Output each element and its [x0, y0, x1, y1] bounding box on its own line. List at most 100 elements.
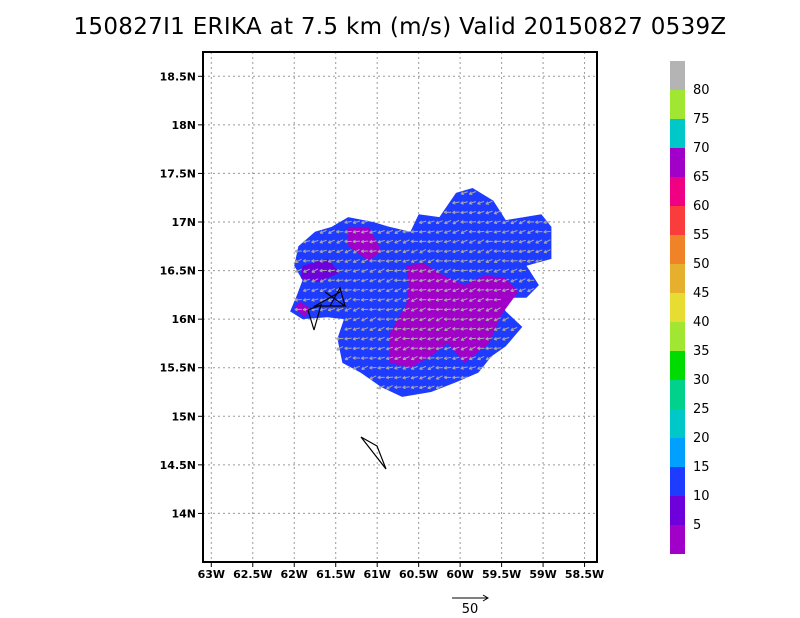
wind-arrow-shaft: [344, 269, 352, 272]
colorbar-segment: [670, 293, 685, 322]
wind-arrow-shaft: [452, 278, 460, 283]
wind-arrow-head: [327, 270, 332, 273]
wind-arrow-shaft: [452, 376, 460, 379]
wind-arrow: [477, 307, 485, 312]
wind-arrow-head: [419, 348, 423, 351]
wind-arrow: [369, 346, 377, 351]
wind-arrow-shaft: [427, 298, 435, 301]
wind-arrow: [435, 278, 443, 283]
wind-arrow-shaft: [378, 326, 385, 331]
wind-arrow-shaft: [436, 375, 443, 380]
wind-arrow: [360, 297, 369, 302]
wind-arrow: [419, 346, 427, 351]
wind-arrow: [402, 346, 410, 351]
wind-arrow: [485, 200, 493, 205]
wind-arrow-shaft: [311, 250, 319, 253]
wind-arrow-head: [369, 348, 373, 351]
wind-arrow-shaft: [469, 221, 477, 223]
wind-arrow: [336, 307, 344, 312]
wind-arrow: [460, 288, 468, 293]
wind-arrow-shaft: [402, 386, 410, 389]
wind-arrow-head: [460, 328, 464, 331]
wind-arrow: [435, 307, 443, 312]
wind-arrow: [394, 307, 402, 312]
wind-arrow: [468, 201, 477, 205]
wind-arrow: [502, 258, 510, 263]
wind-arrow-shaft: [477, 200, 485, 205]
wind-arrow-shaft: [493, 327, 501, 331]
wind-arrow: [344, 259, 352, 263]
wind-arrow-head: [444, 300, 448, 302]
wind-arrow: [468, 210, 477, 215]
wind-arrow-shaft: [353, 365, 360, 370]
wind-arrow-shaft: [535, 239, 543, 244]
wind-arrow: [377, 288, 385, 293]
wind-arrow-shaft: [319, 239, 327, 244]
wind-arrow-shaft: [394, 356, 402, 360]
wind-arrow-head: [336, 338, 340, 341]
wind-arrow-shaft: [519, 278, 526, 283]
wind-arrow: [427, 346, 435, 351]
wind-arrow-head: [327, 279, 331, 283]
wind-arrow-shaft: [527, 259, 535, 263]
wind-arrow-shaft: [494, 210, 501, 215]
colorbar-segment: [670, 525, 685, 554]
wind-arrow: [361, 220, 369, 225]
wind-arrow-shaft: [460, 201, 468, 204]
wind-arrow: [410, 346, 419, 351]
wind-arrow-shaft: [527, 229, 534, 234]
wind-arrow-shaft: [477, 230, 485, 233]
wind-arrow-shaft: [303, 250, 311, 253]
wind-arrow: [510, 249, 518, 254]
wind-arrow-shaft: [469, 366, 477, 370]
wind-arrow: [369, 307, 377, 312]
wind-arrow-shaft: [502, 250, 510, 252]
wind-arrow-shaft: [502, 327, 510, 331]
wind-arrow: [468, 317, 477, 322]
wind-arrow-shaft: [377, 308, 385, 311]
wind-arrow-head: [385, 319, 390, 322]
wind-arrow-head: [344, 347, 348, 351]
wind-arrow-shaft: [377, 288, 385, 292]
wind-arrow: [385, 356, 394, 361]
wind-arrow: [485, 259, 493, 264]
wind-arrow-head: [460, 212, 464, 215]
wind-arrow-head: [419, 280, 423, 283]
colorbar-segment: [670, 235, 685, 264]
colorbar-segment: [670, 119, 685, 148]
wind-arrow-head: [452, 367, 456, 370]
x-tick-label: 58.5W: [565, 568, 604, 581]
wind-arrow: [494, 307, 501, 312]
wind-arrow: [311, 298, 319, 302]
wind-arrow: [427, 356, 435, 360]
wind-arrow: [402, 268, 410, 273]
wind-arrow-head: [302, 260, 307, 263]
wind-arrow: [410, 288, 419, 292]
wind-arrow: [369, 288, 377, 293]
wind-arrow-shaft: [361, 365, 369, 370]
wind-arrow-head: [377, 251, 381, 254]
wind-arrow-shaft: [477, 279, 485, 282]
wind-arrow-shaft: [518, 288, 526, 292]
wind-arrow-shaft: [410, 337, 419, 340]
wind-arrow-head: [394, 368, 398, 370]
wind-arrow: [419, 259, 427, 264]
wind-arrow-shaft: [510, 240, 518, 243]
colorbar-segment: [670, 322, 685, 351]
wind-arrow: [327, 239, 335, 244]
wind-arrow-head: [419, 357, 423, 360]
wind-arrow-shaft: [361, 298, 369, 301]
wind-arrow-head: [493, 299, 497, 302]
wind-arrow-shaft: [460, 211, 468, 214]
wind-arrow: [460, 239, 468, 244]
wind-arrow-shaft: [452, 229, 460, 234]
wind-arrow: [502, 268, 510, 273]
colorbar-segment: [670, 206, 685, 235]
wind-arrow-head: [526, 279, 531, 283]
wind-arrow: [410, 336, 419, 341]
wind-arrow-shaft: [386, 278, 393, 283]
wind-arrow: [435, 356, 443, 361]
wind-arrow-shaft: [344, 355, 352, 361]
wind-arrow-shaft: [352, 240, 360, 243]
wind-arrow: [435, 327, 443, 332]
